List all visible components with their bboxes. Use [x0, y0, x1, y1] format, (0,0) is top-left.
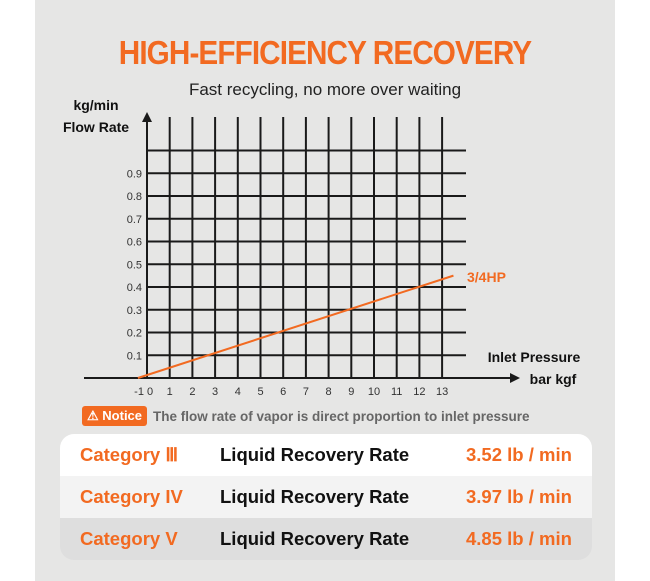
x-axis-unit: bar kgf: [530, 371, 577, 387]
notice-badge-label: Notice: [102, 408, 143, 423]
y-tick-label: 0.9: [127, 168, 142, 180]
x-tick-label: 1: [167, 386, 173, 398]
x-tick-label: 3: [212, 386, 218, 398]
y-tick-label: 0.2: [127, 328, 142, 340]
x-axis-arrow-icon: [510, 373, 520, 383]
y-tick-label: 0.1: [127, 350, 142, 362]
x-tick-label: 7: [303, 386, 309, 398]
y-axis-unit: kg/min: [73, 97, 118, 113]
rate-label: Liquid Recovery Rate: [220, 528, 410, 549]
category: Category IV: [80, 486, 183, 507]
notice: ⚠ Notice The flow rate of vapor is direc…: [82, 406, 530, 426]
x-tick-label: 6: [280, 386, 286, 398]
y-tick-label: 0.7: [127, 214, 142, 226]
rate-label: Liquid Recovery Rate: [220, 486, 410, 507]
x-axis-label: Inlet Pressure: [488, 349, 581, 365]
table-row: Category IV Liquid Recovery Rate 3.97 lb /…: [60, 476, 592, 518]
x-tick-label: 12: [413, 386, 425, 398]
table-row: Category V Liquid Recovery Rate 4.85 lb / …: [60, 518, 592, 560]
series-label: 3/4HP: [467, 269, 506, 285]
x-tick-label: 13: [436, 386, 448, 398]
y-tick-label: 0.6: [127, 237, 142, 249]
notice-text: The flow rate of vapor is direct proport…: [153, 408, 530, 424]
warning-icon: ⚠: [87, 408, 99, 423]
category: Category Ⅲ: [80, 444, 179, 465]
x-tick-label: 0: [147, 386, 153, 398]
recovery-rate-table: Category Ⅲ Liquid Recovery Rate 3.52 lb / …: [60, 434, 592, 560]
rate-value: 4.85 lb / min: [466, 528, 572, 549]
y-axis-label: Flow Rate: [63, 119, 129, 135]
x-tick-label: 9: [348, 386, 354, 398]
flow-rate-chart: -1 0 1 2 3 4 5 6 7 8 9 10 11 12 130.10.20.30.40.50.60.…: [63, 97, 581, 398]
y-tick-label: 0.5: [127, 259, 142, 271]
subtitle: Fast recycling, no more over waiting: [188, 80, 462, 99]
y-tick-label: 0.3: [127, 305, 142, 317]
x-tick-label: 8: [326, 386, 332, 398]
notice-badge: ⚠ Notice: [82, 406, 148, 426]
y-axis-arrow-icon: [142, 112, 152, 122]
rate-value: 3.52 lb / min: [466, 444, 572, 465]
x-tick-label: 4: [235, 386, 241, 398]
table-row: Category Ⅲ Liquid Recovery Rate 3.52 lb / …: [60, 434, 592, 476]
page-title: HIGH-EFFICIENCY RECOVERY: [118, 34, 532, 71]
y-tick-label: 0.4: [127, 282, 142, 294]
rate-label: Liquid Recovery Rate: [220, 444, 410, 465]
x-tick-label: 5: [257, 386, 263, 398]
category: Category V: [80, 528, 178, 549]
y-tick-label: 0.8: [127, 191, 142, 203]
x-tick-label: -1: [134, 386, 144, 398]
x-tick-label: 2: [189, 386, 195, 398]
series-line: [137, 274, 454, 379]
x-tick-label: 10: [368, 386, 380, 398]
x-tick-label: 11: [391, 386, 402, 398]
rate-value: 3.97 lb / min: [466, 486, 572, 507]
